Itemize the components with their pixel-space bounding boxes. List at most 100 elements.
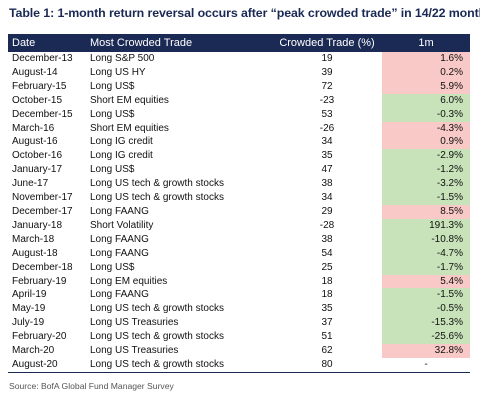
cell-date: February-19 [12, 275, 67, 287]
table-row: May-19 Long US tech & growth stocks 35 -0.5… [8, 302, 470, 317]
cell-trade: Long FAANG [90, 233, 149, 245]
table-row: June-17 Long US tech & growth stocks 38 -3.… [8, 177, 470, 192]
cell-crowded-pct: 47 [321, 164, 333, 176]
cell-crowded-pct: 38 [321, 233, 333, 245]
table-row: October-16 Long IG credit 35 -2.9% [8, 149, 470, 164]
table-row: December-18 Long US$ 25 -1.7% [8, 260, 470, 275]
table-title: Table 1: 1-month return reversal occurs … [9, 6, 480, 20]
cell-trade: Long S&P 500 [90, 53, 155, 64]
cell-1m-return: -25.6% [382, 330, 470, 345]
cell-date: June-17 [12, 178, 49, 190]
cell-trade: Long EM equities [90, 275, 168, 287]
cell-1m-return: -4.3% [382, 121, 470, 136]
cell-trade: Long US tech & growth stocks [90, 331, 224, 343]
header-trade: Most Crowded Trade [90, 34, 272, 52]
cell-crowded-pct: 18 [321, 289, 333, 301]
cell-date: February-20 [12, 331, 67, 343]
cell-date: November-17 [12, 192, 73, 204]
cell-crowded-pct: -23 [319, 94, 335, 106]
cell-date: August-18 [12, 247, 58, 259]
cell-date: October-16 [12, 150, 63, 162]
cell-trade: Short EM equities [90, 122, 169, 134]
cell-date: October-15 [12, 94, 63, 106]
table-row: December-13 Long S&P 500 19 1.6% [8, 52, 470, 66]
table-body: December-13 Long S&P 500 19 1.6% August-14 Lo… [8, 52, 470, 373]
cell-trade: Short EM equities [90, 94, 169, 106]
cell-trade: Long US$ [90, 80, 135, 92]
cell-crowded-pct: 53 [321, 108, 333, 120]
table-row: August-18 Long FAANG 54 -4.7% [8, 246, 470, 261]
cell-trade: Long US HY [90, 66, 146, 78]
cell-date: March-20 [12, 345, 55, 357]
cell-crowded-pct: 62 [321, 345, 333, 357]
cell-trade: Long US Treasuries [90, 345, 179, 357]
cell-date: January-18 [12, 219, 63, 231]
cell-crowded-pct: 51 [321, 331, 333, 343]
cell-date: August-14 [12, 66, 58, 78]
cell-crowded-pct: 80 [272, 357, 382, 373]
cell-date: August-20 [8, 357, 90, 373]
cell-1m-return: -15.3% [382, 316, 470, 331]
cell-crowded-pct: 54 [321, 247, 333, 259]
cell-1m-return: 8.5% [382, 204, 470, 219]
header-date: Date [8, 34, 90, 52]
cell-1m-return: 0.2% [382, 65, 470, 80]
cell-1m-return: -0.3% [382, 107, 470, 122]
table-row: January-18 Short Volatility -28 191.3% [8, 218, 470, 233]
cell-date: December-18 [12, 261, 73, 273]
table-row: January-17 Long US$ 47 -1.2% [8, 163, 470, 178]
cell-date: January-17 [12, 164, 63, 176]
cell-1m-return: -1.2% [382, 163, 470, 178]
cell-crowded-pct: 38 [321, 178, 333, 190]
cell-date: May-19 [12, 303, 46, 315]
cell-crowded-pct: 19 [321, 53, 333, 64]
cell-date: April-19 [12, 289, 47, 301]
cell-trade: Long US$ [90, 164, 135, 176]
cell-crowded-pct: 25 [321, 261, 333, 273]
table-row: March-16 Short EM equities -26 -4.3% [8, 121, 470, 136]
cell-trade: Long US$ [90, 261, 135, 273]
cell-1m-return: 5.4% [382, 274, 470, 289]
cell-crowded-pct: 34 [321, 136, 333, 148]
cell-crowded-pct: 35 [321, 150, 333, 162]
table-row: July-19 Long US Treasuries 37 -15.3% [8, 316, 470, 331]
table-row: August-16 Long IG credit 34 0.9% [8, 135, 470, 150]
cell-trade: Long US Treasuries [90, 317, 179, 329]
table-row: December-15 Long US$ 53 -0.3% [8, 107, 470, 122]
table-row: December-17 Long FAANG 29 8.5% [8, 204, 470, 219]
cell-trade: Long IG credit [90, 136, 153, 148]
cell-trade: Long US tech & growth stocks [90, 178, 224, 190]
cell-1m-return: -3.2% [382, 177, 470, 192]
table-row: February-20 Long US tech & growth stocks 5… [8, 330, 470, 345]
cell-date: December-17 [12, 205, 73, 217]
crowded-trade-table: Date Most Crowded Trade Crowded Trade (%… [8, 34, 470, 373]
cell-crowded-pct: 39 [321, 66, 333, 78]
cell-crowded-pct: 18 [321, 275, 333, 287]
table-row: February-19 Long EM equities 18 5.4% [8, 274, 470, 289]
cell-1m-return: -1.7% [382, 260, 470, 275]
cell-crowded-pct: 34 [321, 192, 333, 204]
cell-trade: Long FAANG [90, 289, 149, 301]
cell-crowded-pct: -28 [319, 219, 335, 231]
cell-crowded-pct: 37 [321, 317, 333, 329]
cell-crowded-pct: -26 [319, 122, 335, 134]
table-row: November-17 Long US tech & growth stocks 3… [8, 191, 470, 205]
cell-trade: Long US$ [90, 108, 135, 120]
header-crowded-pct: Crowded Trade (%) [272, 34, 382, 52]
cell-1m-return: -1.5% [382, 288, 470, 303]
cell-date: March-18 [12, 233, 55, 245]
cell-1m-return: -10.8% [382, 232, 470, 247]
cell-date: December-15 [12, 108, 73, 120]
table-row: August-14 Long US HY 39 0.2% [8, 65, 470, 80]
cell-date: February-15 [12, 80, 67, 92]
cell-1m-return: 6.0% [382, 93, 470, 108]
cell-crowded-pct: 72 [321, 80, 333, 92]
cell-date: December-13 [12, 53, 73, 64]
cell-1m-return: 32.8% [382, 344, 470, 358]
cell-date: August-16 [12, 136, 58, 148]
cell-1m-return: 5.9% [382, 79, 470, 94]
cell-1m-return: 191.3% [382, 218, 470, 233]
cell-date: July-19 [12, 317, 45, 329]
table-row: August-20 Long US tech & growth stocks 80- [8, 357, 470, 373]
